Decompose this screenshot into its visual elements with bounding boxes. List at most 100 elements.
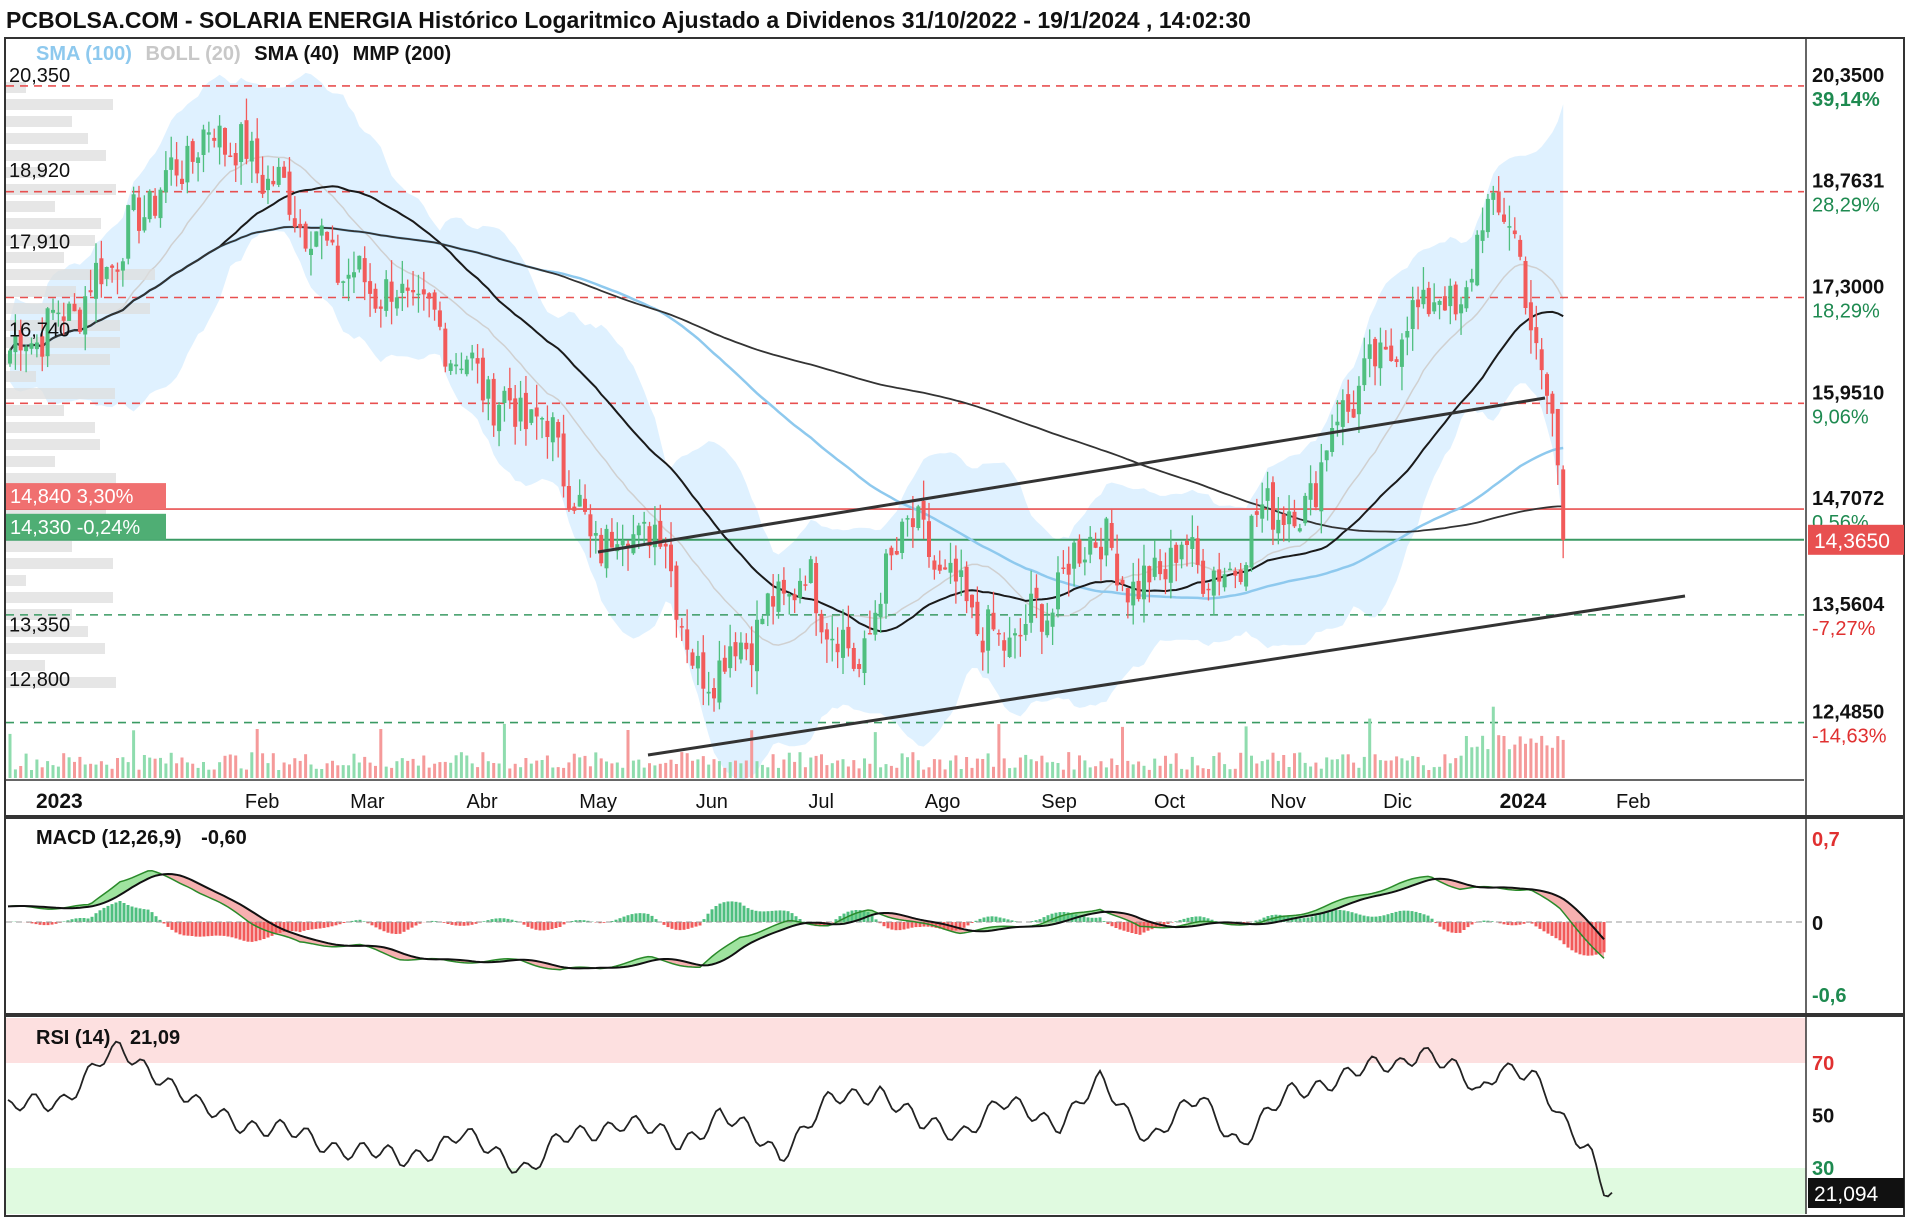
candle-body <box>895 551 899 555</box>
volume-bar <box>1460 756 1463 778</box>
volume-bar <box>1229 769 1232 778</box>
candle-body <box>78 310 82 332</box>
volume-bar <box>578 757 581 778</box>
candle-body <box>852 648 856 669</box>
candle-body <box>30 343 34 349</box>
volume-bar <box>277 770 280 778</box>
macd-histogram-bar <box>499 918 502 922</box>
candle-body <box>1513 231 1517 235</box>
rsi-value: 21,09 <box>130 1027 180 1049</box>
candle-body <box>1201 561 1205 594</box>
candle-body <box>1233 571 1237 576</box>
candle-body <box>712 688 716 698</box>
volume-bar <box>960 769 963 778</box>
candle-body <box>411 290 415 292</box>
macd-label: MACD (12,26,9) -0,60 <box>36 827 247 849</box>
macd-histogram-bar <box>215 922 218 936</box>
volume-bar <box>1024 755 1027 778</box>
macd-histogram-bar <box>171 922 174 930</box>
candle-body <box>56 313 60 315</box>
volume-profile-bar <box>6 558 113 569</box>
macd-histogram-bar <box>851 911 854 923</box>
candle-body <box>169 157 173 170</box>
candle-body <box>368 281 372 294</box>
volume-bar <box>78 757 81 778</box>
macd-histogram-bar <box>1567 922 1570 948</box>
macd-histogram-bar <box>1367 916 1370 922</box>
volume-bar <box>680 752 683 778</box>
candle-body <box>1131 582 1135 606</box>
volume-bar <box>1341 754 1344 778</box>
volume-bar <box>1282 755 1285 778</box>
candle-body <box>723 658 727 672</box>
volume-bar <box>256 729 259 778</box>
macd-histogram-bar <box>983 918 986 923</box>
macd-histogram-bar <box>683 922 686 930</box>
candle-body <box>191 141 195 162</box>
macd-histogram-bar <box>243 922 246 941</box>
candle-body <box>1491 193 1495 200</box>
candle-body <box>357 256 361 270</box>
candle-body <box>954 559 958 582</box>
volume-bar <box>164 764 167 779</box>
volume-bar <box>1148 770 1151 778</box>
candle-body <box>137 198 141 231</box>
volume-bar <box>761 765 764 778</box>
macd-panel <box>5 818 1904 1014</box>
candle-body <box>594 533 598 536</box>
candle-body <box>572 507 576 511</box>
volume-bar <box>1374 754 1377 778</box>
macd-histogram-bar <box>1095 918 1098 922</box>
macd-histogram-bar <box>775 911 778 922</box>
candle-body <box>454 365 458 367</box>
volume-bar <box>707 765 710 778</box>
macd-histogram-bar <box>555 922 558 928</box>
volume-bar <box>1180 769 1183 778</box>
macd-histogram-bar <box>303 922 306 931</box>
macd-histogram-bar <box>1123 922 1126 931</box>
candle-body <box>1346 394 1350 412</box>
macd-histogram-bar <box>83 918 86 922</box>
rsi-overbought-zone <box>6 1018 1806 1063</box>
candle-body <box>1556 409 1560 465</box>
volume-bar <box>390 768 393 778</box>
volume-profile-bar <box>6 218 101 229</box>
candle-body <box>1072 543 1076 569</box>
volume-bar <box>1255 764 1258 779</box>
macd-histogram-bar <box>1303 918 1306 922</box>
macd-histogram-bar <box>1447 922 1450 931</box>
legend-sma40: SMA (40) <box>254 43 339 65</box>
year-label-2023: 2023 <box>36 790 83 813</box>
volume-bar <box>406 761 409 778</box>
macd-histogram-bar <box>1559 922 1562 940</box>
candle-body <box>1051 613 1055 627</box>
macd-histogram-bar <box>651 916 654 922</box>
macd-histogram-bar <box>239 922 242 940</box>
candle-body <box>691 652 695 665</box>
candle-body <box>1303 496 1307 523</box>
volume-bar <box>981 759 984 778</box>
volume-bar <box>127 762 130 778</box>
volume-bar <box>433 764 436 778</box>
volume-bar <box>1078 755 1081 778</box>
volume-bar <box>594 752 597 778</box>
macd-histogram-bar <box>63 922 66 923</box>
macd-histogram-bar <box>671 922 674 929</box>
rsi-label: RSI (14) 21,09 <box>36 1027 180 1049</box>
volume-bar <box>57 767 60 778</box>
volume-bar <box>1443 754 1446 778</box>
candle-body <box>1078 540 1082 564</box>
volume-bar <box>524 758 527 778</box>
macd-histogram-bar <box>1563 922 1566 944</box>
candle-body <box>99 258 103 284</box>
volume-bar <box>852 760 855 778</box>
macd-histogram-bar <box>1191 917 1194 922</box>
candle-body <box>470 353 474 359</box>
candle-body <box>1056 572 1060 609</box>
volume-bar <box>1422 765 1425 778</box>
volume-bar <box>186 762 189 778</box>
candle-body <box>1325 450 1329 460</box>
chart-legend: SMA (100) BOLL (20) SMA (40) MMP (200) <box>36 43 451 65</box>
volume-bar <box>197 768 200 778</box>
macd-histogram-bar <box>1391 913 1394 922</box>
